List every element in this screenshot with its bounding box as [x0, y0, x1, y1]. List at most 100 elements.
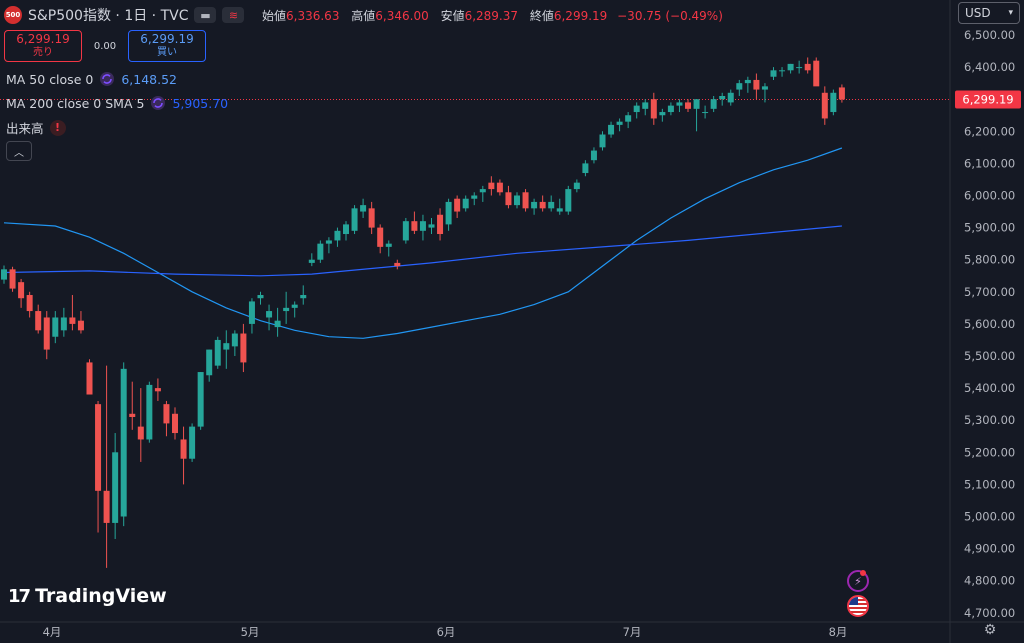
- us-flag-icon[interactable]: [847, 595, 869, 617]
- candle-body: [813, 60, 820, 87]
- refresh-icon[interactable]: [150, 95, 166, 111]
- candle-body: [437, 214, 444, 235]
- ma200-line: [3, 225, 842, 277]
- tradingview-mark-icon: 17: [8, 585, 31, 607]
- candle-body: [744, 79, 751, 84]
- trade-panel: 6,299.19 売り 0.00 6,299.19 買い: [4, 30, 206, 62]
- candle-body: [445, 201, 452, 225]
- indicator-volume[interactable]: 出来高 !: [6, 118, 66, 137]
- sell-price: 6,299.19: [16, 32, 70, 46]
- price-tick-label: 5,100.00: [964, 477, 1015, 491]
- candle-body: [86, 362, 93, 395]
- ohlc-values: 始値6,336.63 高値6,346.00 安値6,289.37 終値6,299…: [262, 7, 723, 24]
- candle-body: [710, 99, 717, 109]
- price-tick-label: 5,000.00: [964, 510, 1015, 524]
- notification-dot: [860, 570, 866, 576]
- candle-body: [300, 295, 307, 299]
- candle-body: [266, 311, 273, 318]
- candle-body: [18, 282, 25, 299]
- tradingview-logo: 17 TradingView: [8, 585, 167, 607]
- candle-body: [753, 79, 760, 90]
- candle-body: [685, 102, 691, 109]
- candle-body: [608, 124, 615, 135]
- collapse-indicators-button[interactable]: ︿: [6, 141, 32, 161]
- price-tick-label: 6,500.00: [964, 28, 1015, 42]
- symbol-badge: 500: [4, 6, 22, 24]
- current-price-label-bg: [955, 90, 1021, 109]
- candle-body: [368, 208, 375, 228]
- sell-button[interactable]: 6,299.19 売り: [4, 30, 82, 62]
- price-tick-label: 6,000.00: [964, 189, 1015, 203]
- candle-body: [488, 182, 495, 190]
- candle-body: [214, 339, 221, 366]
- currency-select[interactable]: USD ▾: [958, 2, 1020, 24]
- candle-body: [514, 195, 520, 206]
- price-tick-label: 4,900.00: [964, 542, 1015, 556]
- candle-body: [9, 269, 16, 289]
- time-tick-label: 8月: [829, 625, 848, 639]
- candle-body: [830, 92, 837, 113]
- candle-body: [146, 384, 153, 440]
- candle-body: [582, 163, 589, 174]
- candle-body: [556, 208, 563, 212]
- warning-icon[interactable]: !: [49, 119, 66, 136]
- candle-body: [154, 388, 161, 392]
- refresh-icon[interactable]: [99, 71, 115, 87]
- chevron-down-icon: ▾: [1008, 8, 1013, 18]
- price-tick-label: 4,700.00: [964, 606, 1015, 620]
- candle-body: [411, 221, 418, 231]
- candle-body: [112, 452, 119, 523]
- close-value: 6,299.19: [553, 9, 608, 23]
- ma50-line: [3, 147, 843, 339]
- candle-body: [343, 224, 349, 235]
- candle-body: [462, 198, 469, 209]
- buy-button[interactable]: 6,299.19 買い: [128, 30, 206, 62]
- candle-body: [377, 227, 384, 247]
- candle-body: [283, 307, 290, 312]
- candle-body: [693, 99, 700, 109]
- candle-body: [26, 295, 33, 312]
- time-tick-label: 6月: [437, 625, 456, 639]
- candle-body: [385, 243, 392, 247]
- candle-body: [650, 99, 657, 119]
- candle-body: [35, 311, 42, 331]
- price-tick-label: 5,700.00: [964, 285, 1015, 299]
- candle-body: [120, 368, 127, 517]
- candle-body: [317, 243, 324, 260]
- candle-body: [454, 198, 461, 212]
- candle-body: [103, 490, 110, 523]
- candle-body: [189, 426, 196, 459]
- wave-icon[interactable]: ≋: [222, 7, 245, 23]
- candle-body: [172, 413, 178, 434]
- candle-body: [590, 150, 597, 161]
- candle-body: [659, 112, 666, 116]
- candle-body: [43, 317, 50, 350]
- candle-body: [360, 205, 367, 212]
- lightning-icon[interactable]: ⚡: [847, 570, 869, 592]
- indicator-ma200[interactable]: MA 200 close 0 SMA 5 5,905.70: [6, 95, 228, 111]
- ma200-value: 5,905.70: [172, 95, 229, 111]
- candle-body: [69, 317, 76, 324]
- candle-body: [736, 83, 743, 90]
- symbol-title[interactable]: S&P500指数 · 1日 · TVC: [28, 8, 189, 24]
- price-tick-label: 5,400.00: [964, 381, 1015, 395]
- price-tick-label: 5,900.00: [964, 221, 1015, 235]
- price-tick-label: 5,600.00: [964, 317, 1015, 331]
- candle-body: [1, 269, 7, 280]
- sell-label: 売り: [33, 47, 53, 58]
- open-value: 6,336.63: [286, 9, 340, 23]
- indicator-ma50[interactable]: MA 50 close 0 6,148.52: [6, 71, 177, 87]
- candle-body: [531, 201, 538, 209]
- candle-body: [838, 87, 845, 100]
- candle-body: [428, 224, 435, 228]
- candle-body: [95, 404, 102, 491]
- candle-body: [163, 404, 170, 424]
- minus-icon[interactable]: ▬: [194, 7, 217, 23]
- time-tick-label: 7月: [623, 625, 642, 639]
- price-tick-label: 6,100.00: [964, 156, 1015, 170]
- candle-body: [471, 195, 478, 199]
- settings-gear-icon[interactable]: ⚙: [983, 622, 997, 638]
- low-label: 安値: [440, 9, 465, 23]
- current-price-label: 6,299.19: [962, 92, 1013, 106]
